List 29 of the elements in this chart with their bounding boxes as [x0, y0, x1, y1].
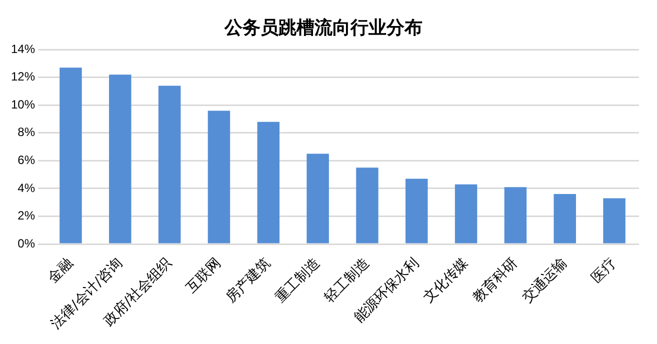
x-tick-label: 文化传媒: [420, 255, 472, 306]
x-tick-label: 交通运输: [519, 255, 570, 306]
x-tick-label: 房产建筑: [222, 255, 274, 306]
bar: [454, 184, 478, 244]
y-tick-label: 6%: [18, 153, 36, 168]
bar: [406, 178, 428, 244]
bar: [306, 154, 329, 244]
x-tick-label: 互联网: [183, 255, 224, 296]
y-tick-label: 10%: [10, 97, 36, 112]
bar: [356, 168, 378, 244]
bar: [504, 187, 527, 244]
y-tick-label: 8%: [18, 125, 36, 140]
x-tick-label: 医疗: [588, 255, 620, 286]
y-tick-label: 2%: [18, 208, 36, 223]
x-tick-label: 教育科研: [469, 254, 521, 306]
bar: [257, 122, 280, 244]
x-tick-label: 重工制造: [272, 255, 324, 306]
bar: [109, 74, 132, 244]
x-tick-label: 金融: [45, 255, 76, 286]
bar: [158, 86, 181, 244]
y-tick-label: 12%: [10, 70, 36, 84]
bar: [554, 194, 576, 244]
chart-title: 公务员跳槽流向行业分布: [224, 17, 422, 38]
bar: [603, 198, 626, 244]
bar: [60, 68, 82, 244]
y-tick-label: 0%: [18, 236, 36, 250]
y-tick-label: 14%: [10, 42, 36, 56]
y-tick-label: 4%: [18, 180, 36, 195]
bar: [208, 110, 230, 244]
